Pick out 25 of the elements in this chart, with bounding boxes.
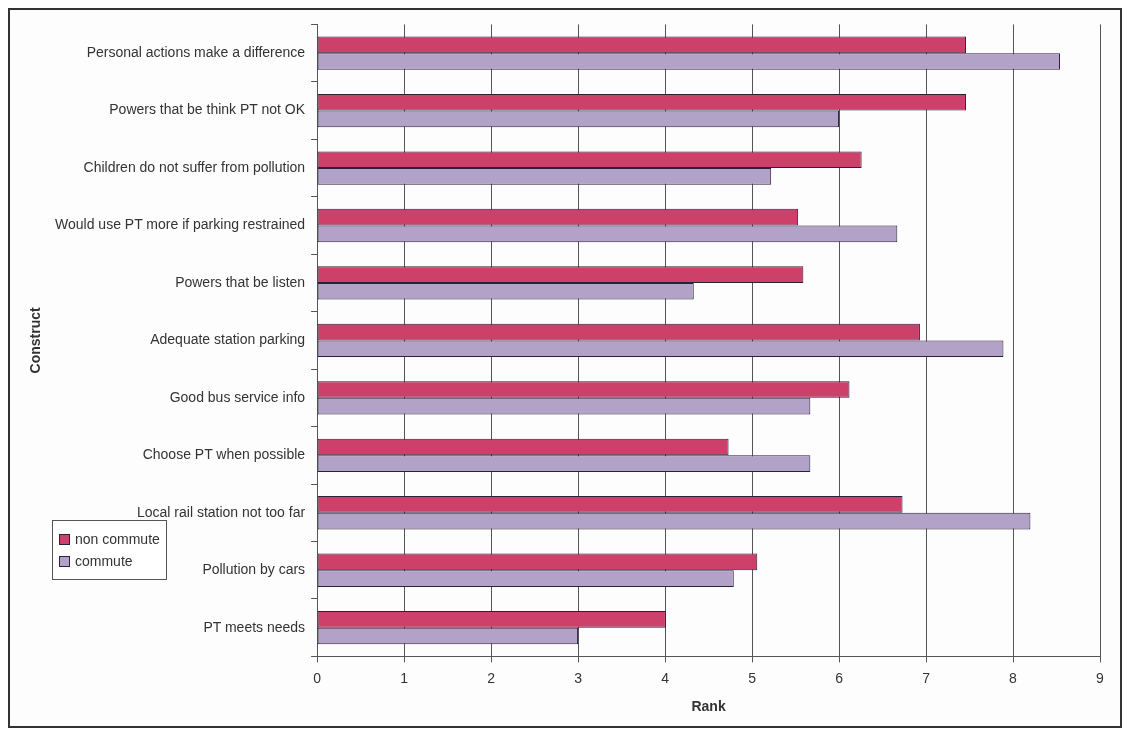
y-tick-label: Good bus service info — [169, 388, 306, 405]
y-tick-label: Choose PT when possible — [142, 446, 306, 463]
x-tick-label: 9 — [1096, 669, 1105, 686]
y-tick-label: Powers that be think PT not OK — [109, 101, 306, 118]
y-tick-label: Children do not suffer from pollution — [83, 158, 306, 175]
x-tick-label: 3 — [574, 669, 583, 686]
x-tick-label: 7 — [922, 669, 931, 686]
y-tick-label: Would use PT more if parking restrained — [55, 216, 306, 233]
x-tick-label: 4 — [661, 669, 670, 686]
x-axis-title: Rank — [691, 698, 726, 715]
x-tick-label: 8 — [1009, 669, 1018, 686]
y-tick-label: PT meets needs — [203, 618, 306, 635]
x-tick-label: 6 — [835, 669, 844, 686]
y-axis-title: Construct — [27, 307, 44, 374]
x-tick-label: 0 — [313, 669, 322, 686]
x-tick-label: 2 — [487, 669, 496, 686]
x-tick-label: 5 — [748, 669, 757, 686]
legend-label: non commute — [75, 531, 160, 547]
legend-label: commute — [75, 553, 133, 569]
y-tick-label: Personal actions make a difference — [86, 43, 306, 60]
x-tick-label: 1 — [400, 669, 409, 686]
y-tick-label: Pollution by cars — [202, 561, 306, 578]
y-tick-label: Powers that be listen — [175, 273, 306, 290]
y-tick-label: Local rail station not too far — [136, 503, 306, 520]
y-tick-label: Adequate station parking — [150, 331, 306, 348]
